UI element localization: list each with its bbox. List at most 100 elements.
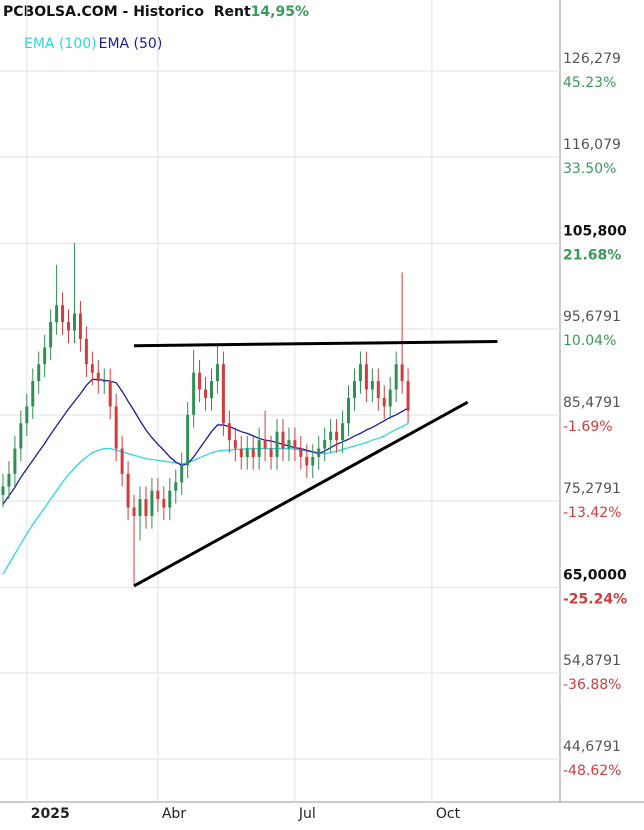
grid	[0, 0, 560, 802]
candle-body	[227, 423, 231, 441]
y2-tick-label: 33.50%	[563, 161, 616, 177]
y-tick-label: 126,279	[563, 51, 621, 67]
y-tick-label: 105,800	[563, 224, 627, 240]
candle-body	[198, 372, 202, 390]
y2-tick-label: -25.24%	[563, 592, 627, 608]
candle-body	[19, 423, 23, 449]
candle-body	[67, 322, 71, 331]
chart-title: PCBOLSA.COM - Historico Rent14,95%	[3, 4, 309, 20]
candle-body	[388, 389, 392, 407]
candle-body	[311, 456, 315, 466]
y2-tick-label: -13.42%	[563, 505, 621, 521]
trendline	[133, 400, 469, 588]
candle-body	[55, 305, 59, 323]
candle-body	[239, 448, 243, 457]
candle-body	[43, 347, 47, 365]
title: PCBOLSA.COM - Historico Rent	[3, 4, 251, 20]
candle-body	[400, 364, 404, 382]
candle-body	[144, 499, 148, 517]
candle-body	[204, 389, 208, 398]
candle-body	[221, 364, 225, 424]
candle-body	[120, 448, 124, 474]
candle-body	[287, 440, 291, 449]
x-tick-label: 2025	[31, 806, 70, 822]
y2-tick-label: -36.88%	[563, 677, 621, 693]
candle-body	[358, 364, 362, 382]
candle-body	[108, 381, 112, 407]
candle-body	[341, 423, 345, 441]
candle-body	[186, 414, 190, 466]
candle-body	[192, 372, 196, 415]
legend-entry: EMA (50)	[99, 36, 163, 52]
candle-body	[162, 499, 166, 508]
candle-body	[251, 448, 255, 457]
candle-body	[209, 381, 213, 398]
y-tick-label: 116,079	[563, 137, 621, 153]
x-tick-label: Jul	[298, 806, 316, 822]
candle-body	[138, 499, 142, 517]
y2-tick-label: -1.69%	[563, 419, 613, 435]
candle-body	[347, 397, 351, 424]
y2-tick-label: -48.62%	[563, 763, 621, 779]
candle-body	[25, 406, 29, 424]
candle-body	[329, 431, 333, 441]
candle-body	[352, 381, 356, 398]
y2-tick-label: 45.23%	[563, 75, 616, 91]
candle-body	[180, 465, 184, 483]
y-tick-label: 44,6791	[563, 739, 621, 755]
candle-body	[96, 372, 100, 382]
candle-body	[281, 431, 285, 449]
candle-body	[293, 440, 297, 449]
candle-body	[61, 305, 65, 323]
y-tick-label: 54,8791	[563, 653, 621, 669]
candle-body	[90, 364, 94, 373]
candle-body	[335, 431, 339, 441]
candle-body	[233, 440, 237, 449]
candle-body	[114, 406, 118, 449]
trendline	[134, 339, 498, 348]
candle-body	[7, 473, 11, 487]
candle-body	[72, 313, 76, 331]
candle-body	[406, 381, 410, 411]
candle-body	[150, 490, 154, 517]
candle-body	[305, 456, 309, 466]
candle-body	[168, 490, 172, 508]
candle-body	[269, 448, 273, 457]
candle-body	[275, 431, 279, 457]
candle-body	[323, 440, 327, 449]
x-tick-label: Oct	[436, 806, 461, 822]
candle-body	[215, 364, 219, 382]
candle-body	[394, 364, 398, 390]
candle-body	[245, 448, 249, 457]
candle-body	[102, 381, 106, 383]
return: 14,95%	[251, 4, 309, 20]
candle-body	[13, 448, 17, 474]
plot	[1, 242, 498, 588]
ema-line	[2, 378, 409, 505]
candle-body	[37, 364, 41, 382]
y2-tick-label: 10.04%	[563, 333, 616, 349]
candle-body	[156, 490, 160, 500]
y2-tick-label: 21.68%	[563, 248, 621, 264]
y-tick-label: 75,2791	[563, 481, 621, 497]
candle-body	[174, 482, 178, 491]
y-tick-label: 85,4791	[563, 395, 621, 411]
candle-body	[126, 473, 130, 508]
x-tick-label: Abr	[162, 806, 186, 822]
candle-body	[263, 440, 267, 449]
candle-body	[49, 322, 53, 348]
legend-entry: EMA (100)	[24, 36, 97, 52]
candle-body	[84, 338, 88, 365]
candle-body	[370, 381, 374, 390]
candle-body	[364, 364, 368, 390]
candle-body	[376, 381, 380, 398]
y-tick-label: 95,6791	[563, 309, 621, 325]
candle-body	[257, 440, 261, 457]
candle-body	[299, 448, 303, 457]
candle-body	[78, 313, 82, 339]
candle-body	[132, 507, 136, 517]
ema-line	[2, 422, 409, 575]
candle-body	[317, 448, 321, 457]
candle-body	[1, 486, 5, 495]
